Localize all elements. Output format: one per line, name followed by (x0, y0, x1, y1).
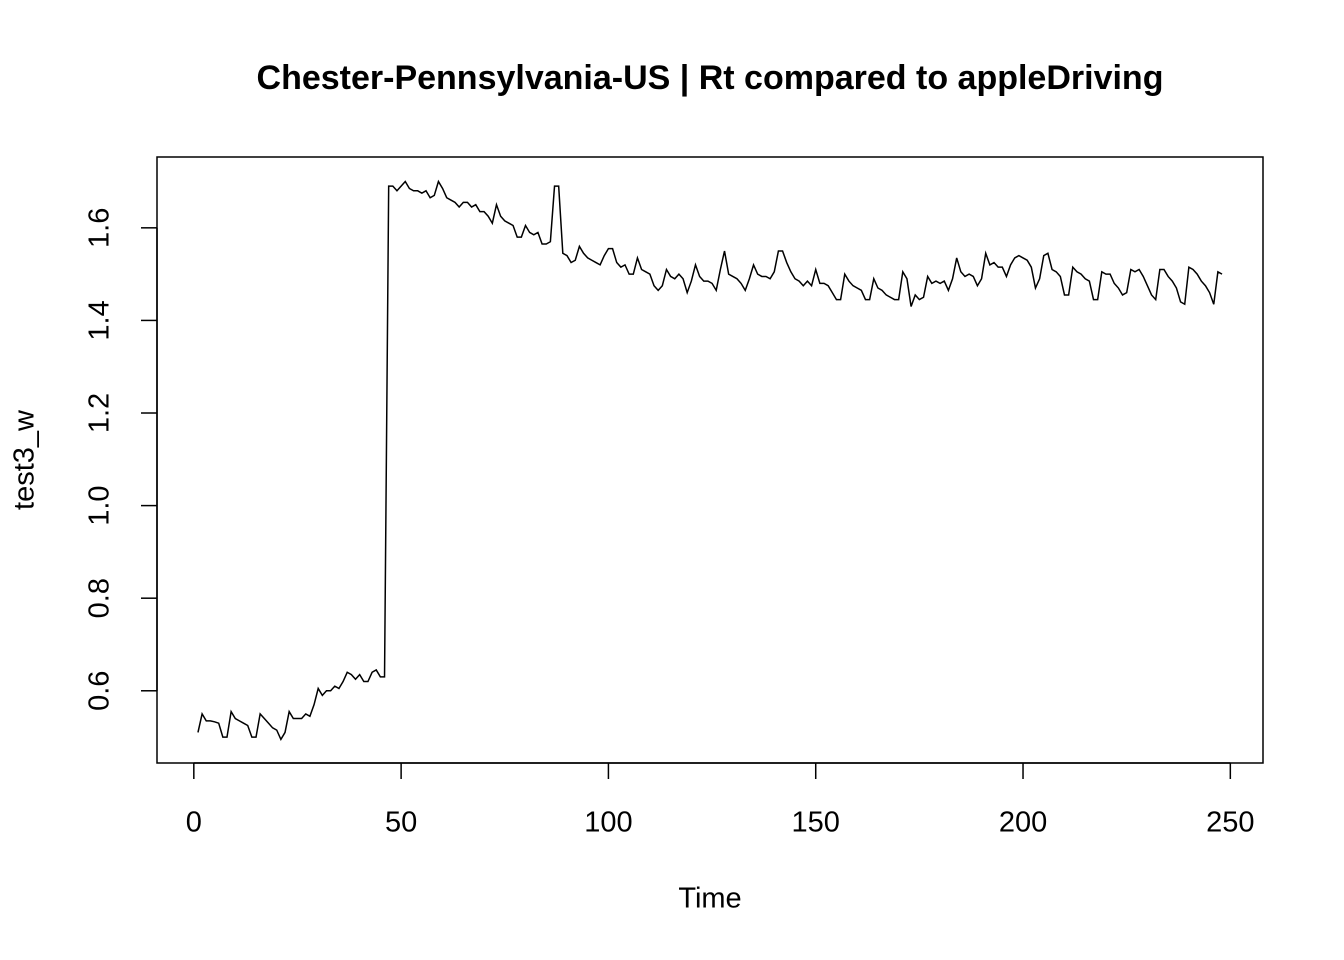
y-tick-label: 0.6 (84, 671, 116, 711)
x-tick-label: 150 (792, 807, 840, 839)
line-series (197, 179, 1223, 742)
x-axis-label: Time (678, 883, 741, 915)
plot-box (156, 156, 1264, 764)
x-tick-label: 50 (385, 807, 417, 839)
chart-title: Chester-Pennsylvania-US | Rt compared to… (257, 59, 1164, 97)
x-tick-label: 250 (1206, 807, 1254, 839)
y-tick-label: 1.6 (84, 208, 116, 248)
y-tick-label: 1.4 (84, 300, 116, 340)
x-tick-label: 100 (584, 807, 632, 839)
x-tick-label: 0 (186, 807, 202, 839)
y-tick-label: 0.8 (84, 578, 116, 618)
y-tick-label: 1.0 (84, 485, 116, 525)
y-axis-label: test3_w (9, 409, 41, 510)
y-tick-label: 1.2 (84, 393, 116, 433)
x-tick-label: 200 (999, 807, 1047, 839)
